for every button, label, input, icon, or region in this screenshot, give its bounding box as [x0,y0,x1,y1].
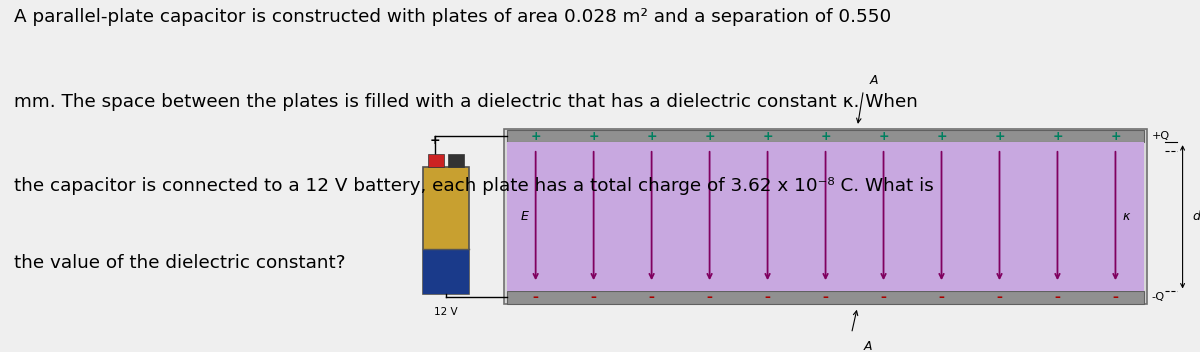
Text: κ: κ [1123,210,1130,223]
Text: +: + [1052,130,1063,143]
Text: d: d [1192,210,1200,223]
Text: +: + [704,130,715,143]
Text: +: + [762,130,773,143]
Text: +: + [878,130,889,143]
Bar [448,154,464,167]
Text: +: + [821,130,830,143]
Text: +: + [430,134,440,147]
Text: +: + [647,130,656,143]
Bar [506,130,1145,142]
Text: +: + [936,130,947,143]
Text: the value of the dielectric constant?: the value of the dielectric constant? [14,253,346,271]
Text: –: – [1055,291,1061,304]
Bar [424,167,468,294]
Text: –: – [649,291,654,304]
Text: –: – [533,291,539,304]
Text: –: – [996,291,1002,304]
Text: –: – [938,291,944,304]
Text: –: – [764,291,770,304]
Text: +Q: +Q [1152,131,1170,141]
Bar [424,249,468,294]
Bar [506,142,1145,291]
Text: E: E [521,210,529,223]
Text: 12 V: 12 V [434,307,457,317]
Text: +: + [1110,130,1121,143]
Text: –: – [881,291,887,304]
Text: –: – [1112,291,1118,304]
Text: A: A [869,74,878,87]
Text: -Q: -Q [1152,293,1165,302]
Bar [506,291,1145,303]
Bar [504,130,1147,304]
Text: –: – [823,291,828,304]
Text: A: A [863,340,872,352]
Text: the capacitor is connected to a 12 V battery, each plate has a total charge of 3: the capacitor is connected to a 12 V bat… [14,177,934,195]
Bar [427,154,444,167]
Text: +: + [588,130,599,143]
Text: mm. The space between the plates is filled with a dielectric that has a dielectr: mm. The space between the plates is fill… [14,93,918,111]
Text: +: + [994,130,1004,143]
Text: A parallel-plate capacitor is constructed with plates of area 0.028 m² and a sep: A parallel-plate capacitor is constructe… [14,8,892,26]
Text: +: + [530,130,541,143]
Text: –: – [590,291,596,304]
Text: –: – [707,291,713,304]
